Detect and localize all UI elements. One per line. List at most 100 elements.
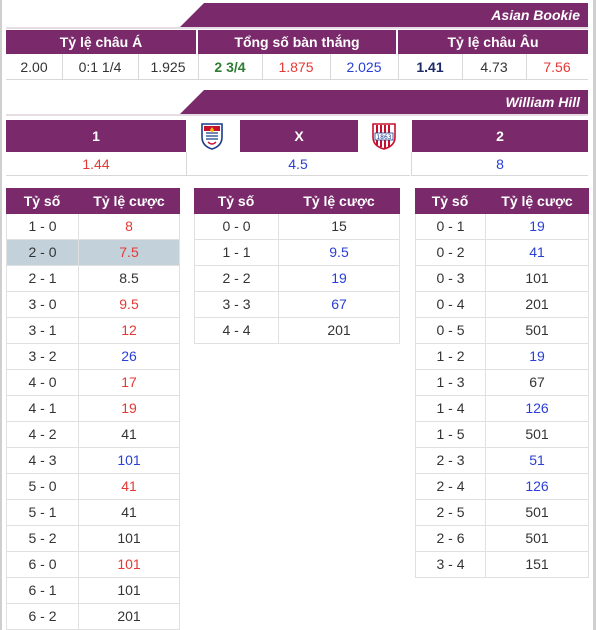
- table-row[interactable]: 3 - 4 151: [415, 552, 589, 578]
- odds-cell[interactable]: 126: [525, 400, 549, 416]
- table-row[interactable]: 4 - 2 41: [6, 422, 180, 448]
- score-cell: 2 - 1: [7, 266, 79, 291]
- table-row[interactable]: 3 - 0 9.5: [6, 292, 180, 318]
- wh-away-odds[interactable]: 8: [412, 152, 588, 176]
- table-row[interactable]: 6 - 0 101: [6, 552, 180, 578]
- asian-handicap-line[interactable]: 0:1 1/4: [78, 59, 122, 75]
- table-row[interactable]: 0 - 0 15: [194, 214, 400, 240]
- odds-cell[interactable]: 19: [331, 270, 347, 286]
- table-row[interactable]: 2 - 4 126: [415, 474, 589, 500]
- table-row[interactable]: 0 - 1 19: [415, 214, 589, 240]
- odds-cell[interactable]: 201: [327, 322, 351, 338]
- odds-cell[interactable]: 101: [117, 452, 141, 468]
- table-row[interactable]: 2 - 0 7.5: [6, 240, 180, 266]
- odds-cell[interactable]: 8: [125, 218, 133, 234]
- odds-cell[interactable]: 67: [529, 374, 545, 390]
- odds-cell[interactable]: 101: [117, 582, 141, 598]
- table-row[interactable]: 4 - 1 19: [6, 396, 180, 422]
- total-goals-header: Tổng số bàn thắng: [198, 30, 396, 54]
- table-header: Tỷ số Tỷ lệ cược: [415, 188, 589, 214]
- euro-away-odds[interactable]: 7.56: [543, 59, 571, 75]
- score-cell: 2 - 2: [195, 266, 279, 291]
- odds-cell[interactable]: 41: [121, 478, 137, 494]
- table-row[interactable]: 0 - 3 101: [415, 266, 589, 292]
- table-row[interactable]: 3 - 2 26: [6, 344, 180, 370]
- divider: [6, 114, 588, 116]
- score-cell: 4 - 4: [195, 318, 279, 343]
- table-row[interactable]: 0 - 4 201: [415, 292, 589, 318]
- table-row[interactable]: 5 - 0 41: [6, 474, 180, 500]
- odds-cell[interactable]: 8.5: [119, 270, 139, 286]
- total-goals-line[interactable]: 2 3/4: [214, 59, 246, 75]
- odds-cell[interactable]: 41: [121, 426, 137, 442]
- table-row[interactable]: 0 - 5 501: [415, 318, 589, 344]
- odds-cell[interactable]: 126: [525, 478, 549, 494]
- table-row[interactable]: 6 - 1 101: [6, 578, 180, 604]
- table-row[interactable]: 4 - 3 101: [6, 448, 180, 474]
- odds-cell[interactable]: 51: [529, 452, 545, 468]
- euro-draw-odds[interactable]: 4.73: [480, 59, 508, 75]
- odds-cell[interactable]: 201: [525, 296, 549, 312]
- table-row[interactable]: 3 - 1 12: [6, 318, 180, 344]
- table-row[interactable]: 0 - 2 41: [415, 240, 589, 266]
- asian-away-odds[interactable]: 1.925: [150, 59, 186, 75]
- odds-cell[interactable]: 501: [525, 504, 549, 520]
- table-row[interactable]: 1 - 4 126: [415, 396, 589, 422]
- wh-draw-odds[interactable]: 4.5: [186, 152, 410, 176]
- euro-home-odds[interactable]: 1.41: [416, 59, 444, 75]
- wh-home-odds[interactable]: 1.44: [6, 152, 186, 176]
- score-cell: 4 - 2: [7, 422, 79, 447]
- odds-cell[interactable]: 41: [529, 244, 545, 260]
- table-row[interactable]: 5 - 2 101: [6, 526, 180, 552]
- odds-cell[interactable]: 9.5: [119, 296, 139, 312]
- odds-cell[interactable]: 101: [525, 270, 549, 286]
- odds-cell[interactable]: 9.5: [329, 244, 349, 260]
- table-row[interactable]: 1 - 0 8: [6, 214, 180, 240]
- table-row[interactable]: 5 - 1 41: [6, 500, 180, 526]
- divider: [411, 152, 412, 176]
- table-header: Tỷ số Tỷ lệ cược: [194, 188, 400, 214]
- total-over-odds[interactable]: 1.875: [278, 59, 314, 75]
- odds-cell[interactable]: 41: [121, 504, 137, 520]
- odds-cell[interactable]: 151: [525, 556, 549, 572]
- wh-home-label: 1: [92, 128, 100, 144]
- asian-home-odds[interactable]: 2.00: [20, 59, 48, 75]
- score-cell: 0 - 4: [416, 292, 486, 317]
- odds-cell[interactable]: 19: [121, 400, 137, 416]
- divider: [262, 54, 263, 80]
- odds-cell[interactable]: 201: [117, 608, 141, 624]
- table-row[interactable]: 1 - 2 19: [415, 344, 589, 370]
- table-row[interactable]: 1 - 3 67: [415, 370, 589, 396]
- odds-cell[interactable]: 501: [525, 426, 549, 442]
- odds-cell[interactable]: 17: [121, 374, 137, 390]
- odds-cell[interactable]: 15: [331, 218, 347, 234]
- odds-cell[interactable]: 67: [331, 296, 347, 312]
- score-column-header: Tỷ số: [23, 193, 61, 209]
- table-row[interactable]: 1 - 5 501: [415, 422, 589, 448]
- score-cell: 5 - 2: [7, 526, 79, 551]
- table-row[interactable]: 1 - 1 9.5: [194, 240, 400, 266]
- table-row[interactable]: 2 - 1 8.5: [6, 266, 180, 292]
- score-cell: 0 - 1: [416, 214, 486, 239]
- asian-handicap-header: Tỷ lệ châu Á: [6, 30, 196, 54]
- table-row[interactable]: 2 - 3 51: [415, 448, 589, 474]
- odds-cell[interactable]: 7.5: [119, 244, 139, 260]
- table-row[interactable]: 4 - 0 17: [6, 370, 180, 396]
- table-row[interactable]: 3 - 3 67: [194, 292, 400, 318]
- table-row[interactable]: 2 - 2 19: [194, 266, 400, 292]
- odds-cell[interactable]: 101: [117, 530, 141, 546]
- odds-cell[interactable]: 26: [121, 348, 137, 364]
- odds-cell[interactable]: 19: [529, 348, 545, 364]
- odds-cell[interactable]: 19: [529, 218, 545, 234]
- table-row[interactable]: 2 - 5 501: [415, 500, 589, 526]
- odds-cell[interactable]: 501: [525, 322, 549, 338]
- table-row[interactable]: 2 - 6 501: [415, 526, 589, 552]
- table-row[interactable]: 6 - 2 201: [6, 604, 180, 630]
- odds-cell[interactable]: 101: [117, 556, 141, 572]
- score-cell: 3 - 4: [416, 552, 486, 577]
- odds-cell[interactable]: 501: [525, 530, 549, 546]
- divider: [330, 54, 331, 80]
- table-row[interactable]: 4 - 4 201: [194, 318, 400, 344]
- odds-cell[interactable]: 12: [121, 322, 137, 338]
- total-under-odds[interactable]: 2.025: [346, 59, 382, 75]
